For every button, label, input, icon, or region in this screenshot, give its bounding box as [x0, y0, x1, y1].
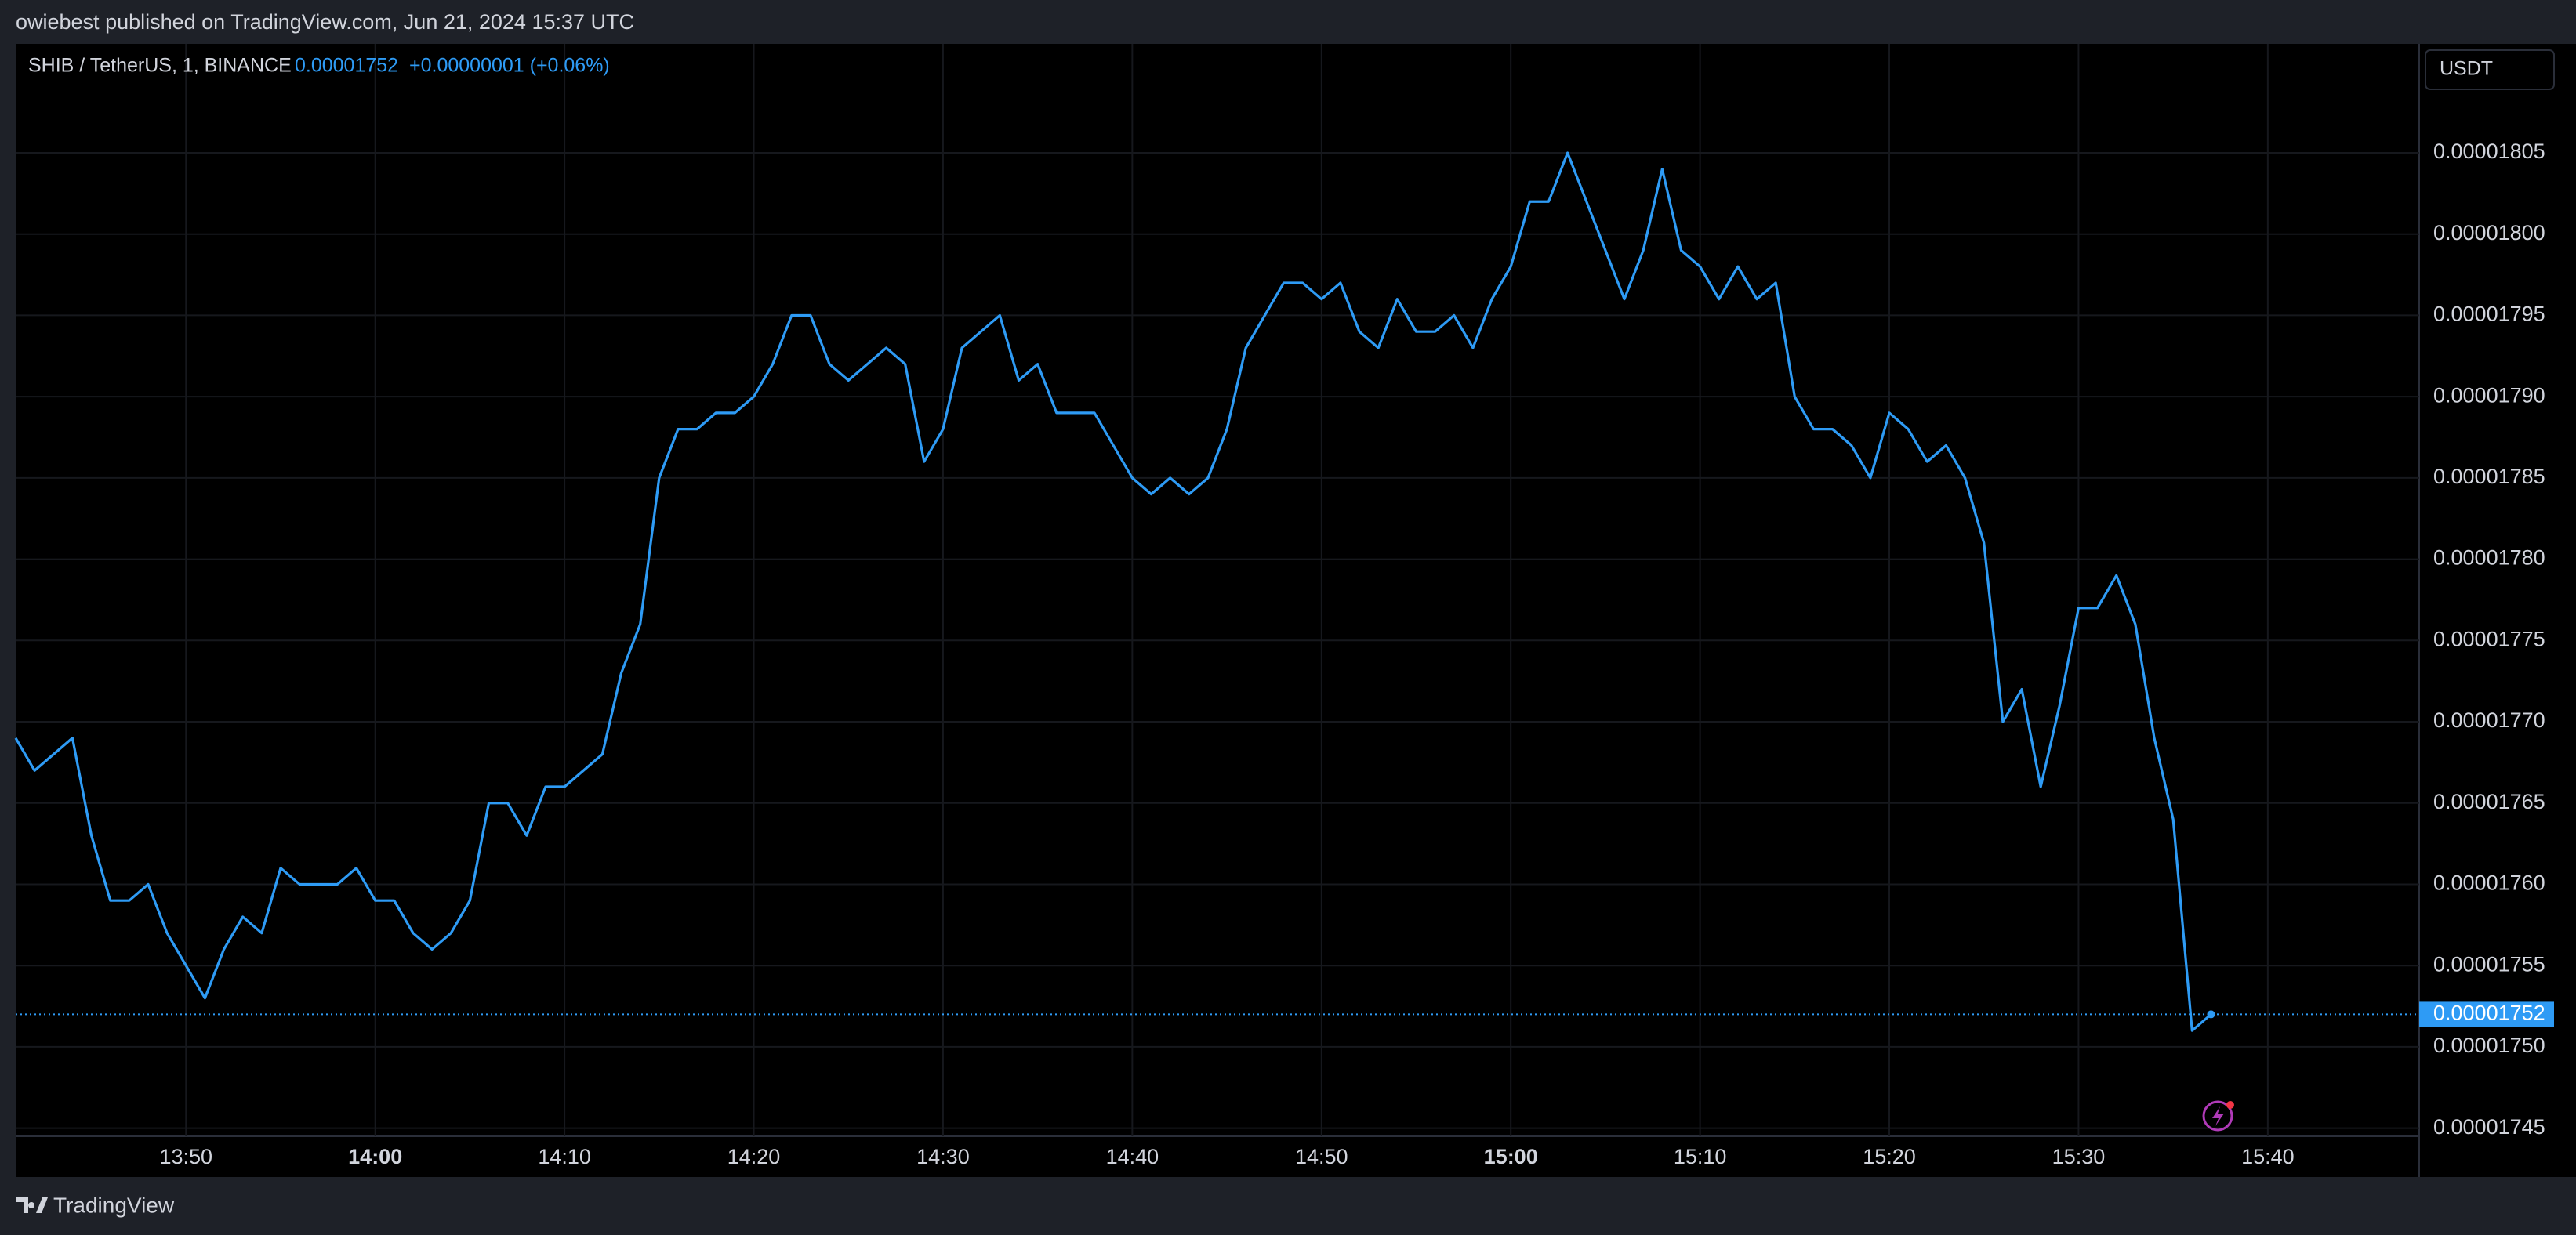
- bolt-icon: [2202, 1100, 2234, 1132]
- brand-logo: [16, 1197, 48, 1213]
- x-tick-label: 14:20: [727, 1145, 781, 1168]
- price-line: [14, 151, 2212, 1032]
- last-price: 0.00001752: [295, 55, 398, 77]
- chart-area: [16, 44, 2576, 1177]
- y-tick-label: 0.00001765: [2433, 790, 2545, 813]
- bolt-circle: [2202, 1100, 2233, 1132]
- price-change: +0.00000001 (+0.06%): [409, 55, 610, 77]
- plot: [14, 151, 2419, 1032]
- last-price-label: 0.00001752: [2433, 1001, 2545, 1025]
- y-tick-label: 0.00001780: [2433, 546, 2545, 570]
- currency-button[interactable]: [2425, 49, 2555, 90]
- bolt-dot: [2226, 1101, 2234, 1109]
- currency[interactable]: USDT: [2440, 58, 2493, 80]
- y-tick-label: 0.00001755: [2433, 952, 2545, 976]
- y-tick-label: 0.00001790: [2433, 383, 2545, 407]
- y-tick-label: 0.00001785: [2433, 465, 2545, 488]
- y-tick-label: 0.00001800: [2433, 221, 2545, 244]
- x-tick-label: 15:00: [1484, 1145, 1538, 1168]
- last-price-tag: [2419, 1001, 2554, 1027]
- x-tick-label: 13:50: [159, 1145, 212, 1168]
- x-tick-label: 14:10: [538, 1145, 591, 1168]
- y-tick-label: 0.00001770: [2433, 708, 2545, 732]
- publisher: owiebest published on TradingView.com, J…: [16, 10, 634, 34]
- x-tick-label: 15:20: [1863, 1145, 1916, 1168]
- x-tick-label: 14:40: [1106, 1145, 1159, 1168]
- y-tick-label: 0.00001805: [2433, 139, 2545, 163]
- x-tick-label: 14:00: [348, 1145, 402, 1168]
- last-point: [2207, 1010, 2215, 1019]
- y-tick-label: 0.00001745: [2433, 1115, 2545, 1139]
- brand: TradingView: [16, 1193, 175, 1217]
- x-tick-label: 15:10: [1674, 1145, 1727, 1168]
- bolt: [2212, 1106, 2224, 1126]
- y-tick-label: 0.00001760: [2433, 871, 2545, 895]
- x-tick-label: 15:30: [2052, 1145, 2106, 1168]
- grid: [16, 44, 2419, 1136]
- x-tick-label: 14:50: [1295, 1145, 1348, 1168]
- y-tick-label: 0.00001750: [2433, 1034, 2545, 1057]
- symbol-title: SHIB / TetherUS, 1, BINANCE: [28, 55, 292, 77]
- brand-name: TradingView: [53, 1193, 175, 1217]
- y-tick-label: 0.00001795: [2433, 302, 2545, 326]
- y-tick-label: 0.00001775: [2433, 627, 2545, 650]
- x-tick-label: 15:40: [2241, 1145, 2295, 1168]
- x-tick-label: 14:30: [916, 1145, 970, 1168]
